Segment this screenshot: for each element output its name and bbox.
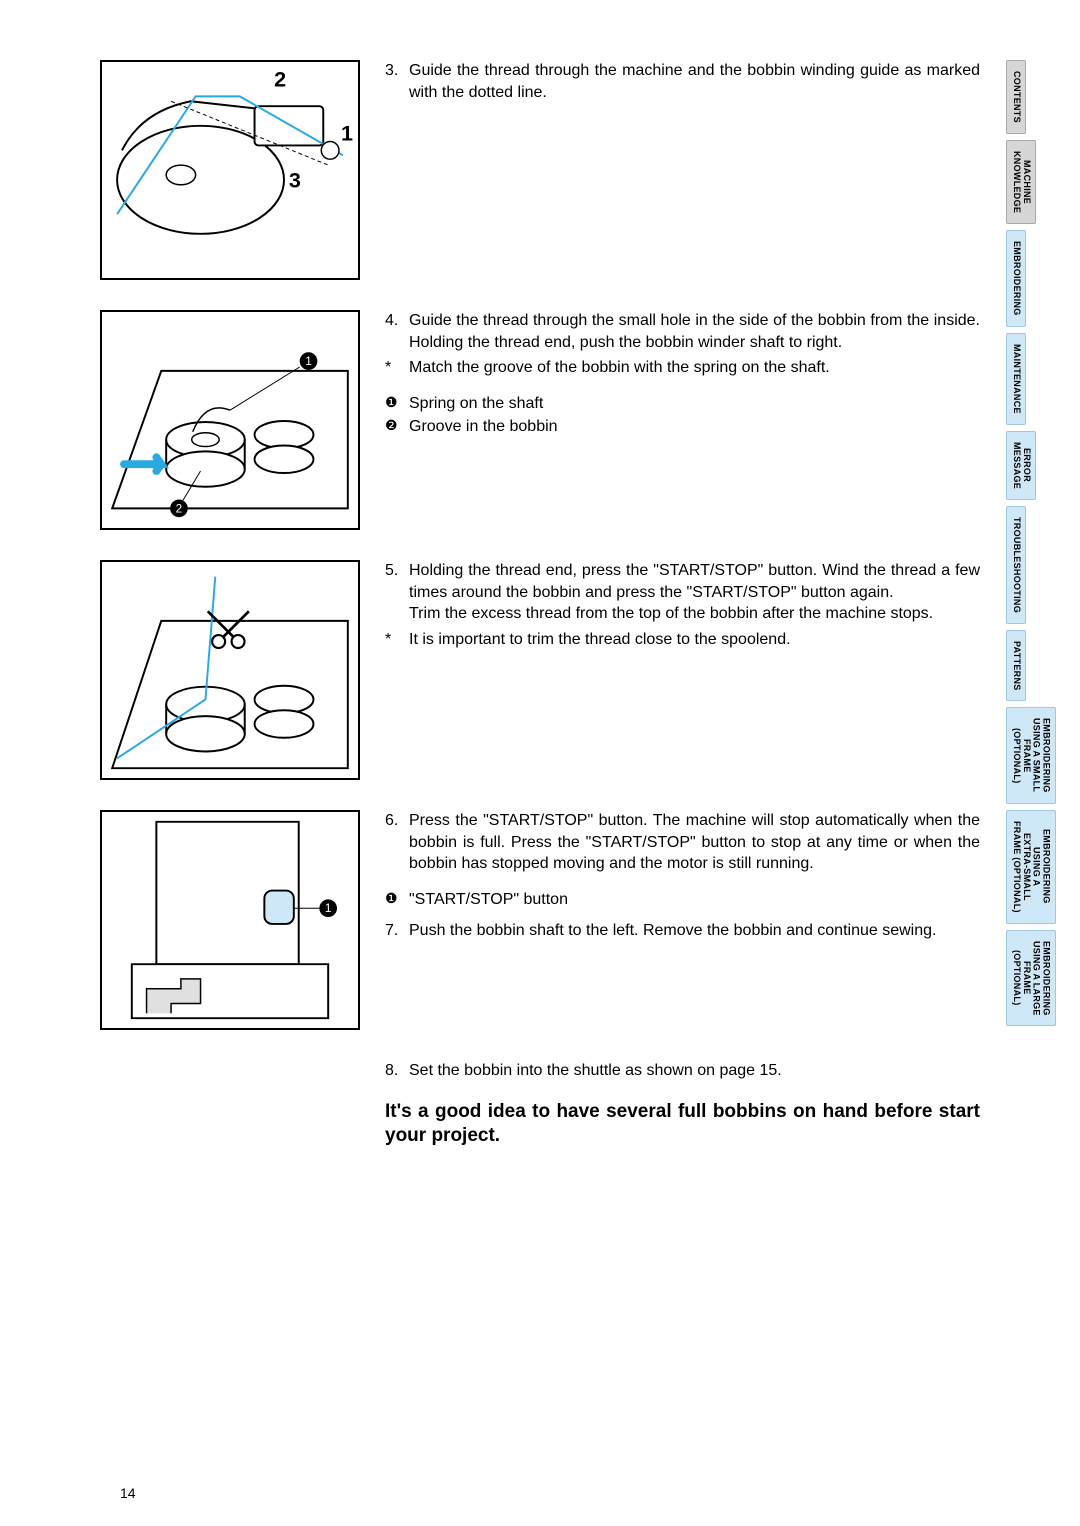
- section-tab[interactable]: EMBROIDERINGUSING A SMALLFRAME(OPTIONAL): [1006, 707, 1056, 804]
- tab-label-line: KNOWLEDGE: [1011, 151, 1021, 213]
- note-asterisk: *: [385, 629, 409, 651]
- callout-icon-1: ❶: [385, 889, 409, 911]
- tab-label-line: USING A: [1031, 821, 1041, 913]
- section-tab[interactable]: ERRORMESSAGE: [1006, 431, 1036, 500]
- figure-thread-guide: 2 1 3: [100, 60, 360, 280]
- fig1-label-2: 2: [274, 67, 286, 92]
- tab-label-line: USING A LARGE: [1031, 941, 1041, 1016]
- svg-text:1: 1: [305, 355, 312, 368]
- callout-text: "START/STOP" button: [409, 889, 568, 911]
- section-step-8: 8. Set the bobbin into the shuttle as sh…: [100, 1060, 980, 1086]
- callout-text: Groove in the bobbin: [409, 416, 558, 438]
- tab-label-line: PATTERNS: [1011, 641, 1021, 691]
- step-text: Guide the thread through the small hole …: [409, 310, 980, 353]
- step-number: 6.: [385, 810, 409, 875]
- section-tab[interactable]: TROUBLESHOOTING: [1006, 506, 1026, 624]
- step-text-2: Trim the excess thread from the top of t…: [409, 605, 933, 622]
- tab-label-line: USING A SMALL: [1031, 718, 1041, 793]
- callout-text: Spring on the shaft: [409, 393, 543, 415]
- section-tab[interactable]: EMBROIDERINGUSING AEXTRA-SMALLFRAME (OPT…: [1006, 810, 1056, 924]
- tip-text: It's a good idea to have several full bo…: [385, 1100, 980, 1149]
- step-text: Guide the thread through the machine and…: [409, 60, 980, 103]
- step-number: 5.: [385, 560, 409, 625]
- step-text: Set the bobbin into the shuttle as shown…: [409, 1060, 980, 1082]
- section-step-3: 2 1 3 3. Guide the thread through the ma…: [100, 60, 980, 280]
- section-step-5: 5. Holding the thread end, press the "ST…: [100, 560, 980, 780]
- tab-label-line: (OPTIONAL): [1011, 941, 1021, 1016]
- tab-label-line: CONTENTS: [1011, 71, 1021, 123]
- tab-label-line: MESSAGE: [1011, 442, 1021, 489]
- tab-label-line: FRAME (OPTIONAL): [1011, 821, 1021, 913]
- step-text: Push the bobbin shaft to the left. Remov…: [409, 920, 980, 942]
- figure-start-stop: 1: [100, 810, 360, 1030]
- svg-text:1: 1: [325, 902, 332, 915]
- section-step-4: 1 2 4. Guide the thread through the smal…: [100, 310, 980, 530]
- section-tab[interactable]: PATTERNS: [1006, 630, 1026, 702]
- section-tab[interactable]: CONTENTS: [1006, 60, 1026, 134]
- svg-text:2: 2: [176, 502, 183, 515]
- figure-bobbin-groove: 1 2: [100, 310, 360, 530]
- tab-label-line: TROUBLESHOOTING: [1011, 517, 1021, 613]
- tab-label-line: EXTRA-SMALL: [1021, 821, 1031, 913]
- fig1-label-1: 1: [341, 121, 353, 146]
- step-number: 7.: [385, 920, 409, 942]
- callout-icon-1: ❶: [385, 393, 409, 415]
- section-tab[interactable]: MACHINEKNOWLEDGE: [1006, 140, 1036, 224]
- tab-label-line: (OPTIONAL): [1011, 718, 1021, 793]
- tab-label-line: MAINTENANCE: [1011, 344, 1021, 414]
- note-text: Match the groove of the bobbin with the …: [409, 357, 980, 379]
- section-tab[interactable]: EMBROIDERINGUSING A LARGEFRAME(OPTIONAL): [1006, 930, 1056, 1027]
- tab-label-line: EMBROIDERING: [1041, 718, 1051, 793]
- figure-trim-thread: [100, 560, 360, 780]
- step-number: 4.: [385, 310, 409, 353]
- tab-label-line: ERROR: [1021, 442, 1031, 489]
- section-tab[interactable]: MAINTENANCE: [1006, 333, 1026, 425]
- manual-page: 2 1 3 3. Guide the thread through the ma…: [0, 0, 1080, 1209]
- section-step-6: 1 6. Press the "START/STOP" button. The …: [100, 810, 980, 1030]
- step-number: 3.: [385, 60, 409, 103]
- tab-label-line: EMBROIDERING: [1011, 241, 1021, 316]
- fig1-label-3: 3: [289, 168, 301, 193]
- section-tabs-rail: CONTENTS MACHINEKNOWLEDGE EMBROIDERING MAIN…: [1006, 60, 1050, 1032]
- tab-label-line: EMBROIDERING: [1041, 941, 1051, 1016]
- page-number: 14: [120, 1485, 136, 1501]
- note-asterisk: *: [385, 357, 409, 379]
- tab-label-line: EMBROIDERING: [1041, 821, 1051, 913]
- step-text: Holding the thread end, press the "START…: [409, 562, 980, 601]
- tab-label-line: FRAME: [1021, 718, 1031, 793]
- step-number: 8.: [385, 1060, 409, 1082]
- step-text: Press the "START/STOP" button. The machi…: [409, 810, 980, 875]
- note-text: It is important to trim the thread close…: [409, 629, 980, 651]
- callout-icon-2: ❷: [385, 416, 409, 438]
- tab-label-line: MACHINE: [1021, 151, 1031, 213]
- tab-label-line: FRAME: [1021, 941, 1031, 1016]
- section-tab[interactable]: EMBROIDERING: [1006, 230, 1026, 327]
